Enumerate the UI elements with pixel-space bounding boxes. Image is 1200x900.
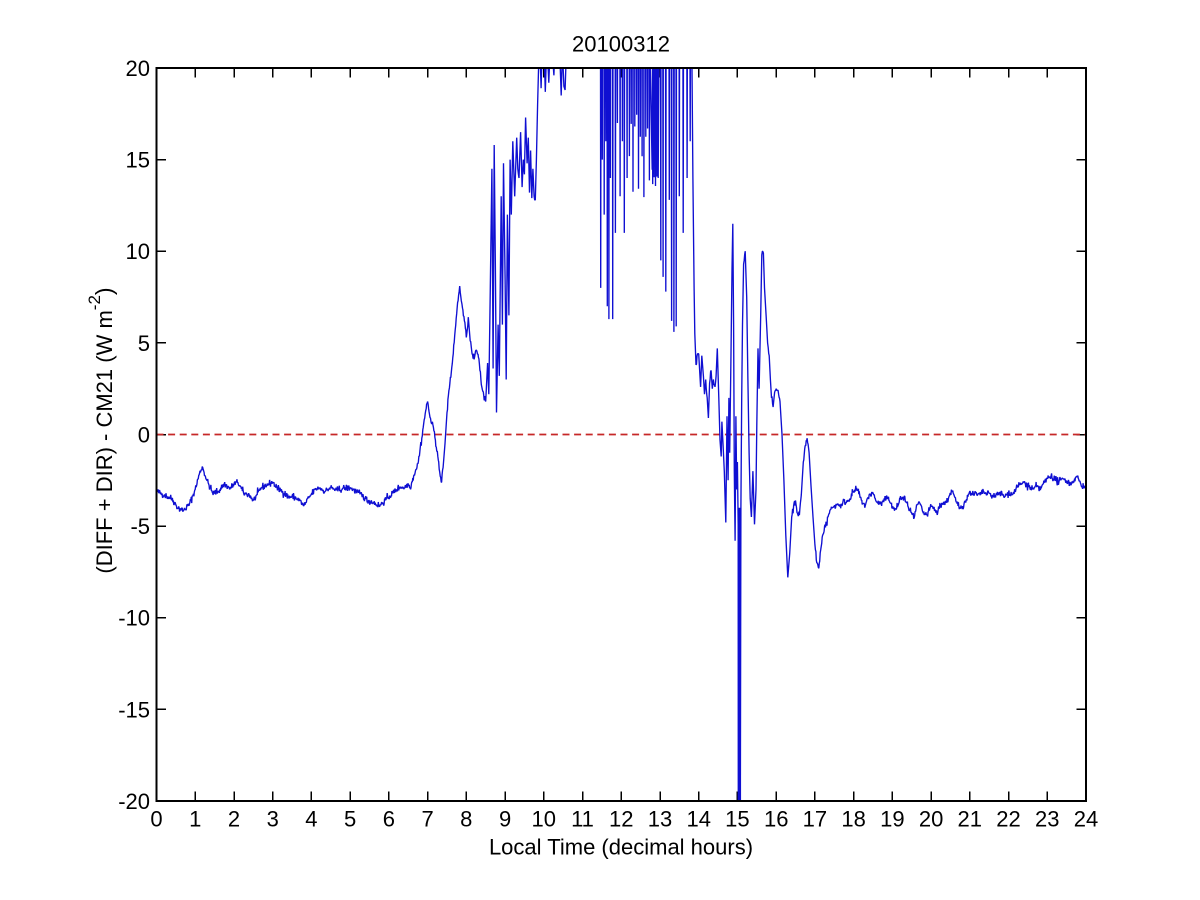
svg-text:-5: -5 <box>130 514 150 539</box>
svg-text:21: 21 <box>958 807 982 832</box>
svg-text:0: 0 <box>150 807 162 832</box>
svg-text:4: 4 <box>305 807 317 832</box>
svg-text:1: 1 <box>189 807 201 832</box>
svg-text:Local Time (decimal hours): Local Time (decimal hours) <box>489 835 753 860</box>
svg-text:18: 18 <box>841 807 865 832</box>
svg-text:23: 23 <box>1035 807 1059 832</box>
svg-text:15: 15 <box>126 148 150 173</box>
svg-text:19: 19 <box>880 807 904 832</box>
svg-text:7: 7 <box>421 807 433 832</box>
svg-text:5: 5 <box>138 331 150 356</box>
svg-text:20100312: 20100312 <box>572 32 670 57</box>
svg-text:9: 9 <box>499 807 511 832</box>
svg-text:17: 17 <box>803 807 827 832</box>
svg-text:8: 8 <box>460 807 472 832</box>
svg-text:14: 14 <box>686 807 710 832</box>
svg-text:6: 6 <box>383 807 395 832</box>
svg-text:16: 16 <box>764 807 788 832</box>
svg-text:20: 20 <box>126 56 150 81</box>
svg-text:2: 2 <box>228 807 240 832</box>
svg-text:20: 20 <box>919 807 943 832</box>
svg-text:24: 24 <box>1074 807 1098 832</box>
svg-text:13: 13 <box>648 807 672 832</box>
svg-text:3: 3 <box>267 807 279 832</box>
svg-text:0: 0 <box>138 422 150 447</box>
svg-text:5: 5 <box>344 807 356 832</box>
svg-text:22: 22 <box>996 807 1020 832</box>
svg-text:11: 11 <box>571 807 594 832</box>
svg-text:-20: -20 <box>118 789 150 814</box>
svg-text:10: 10 <box>126 239 150 264</box>
svg-text:12: 12 <box>609 807 633 832</box>
svg-text:15: 15 <box>725 807 749 832</box>
svg-text:-15: -15 <box>118 697 150 722</box>
svg-text:-10: -10 <box>118 606 150 631</box>
svg-text:10: 10 <box>532 807 556 832</box>
